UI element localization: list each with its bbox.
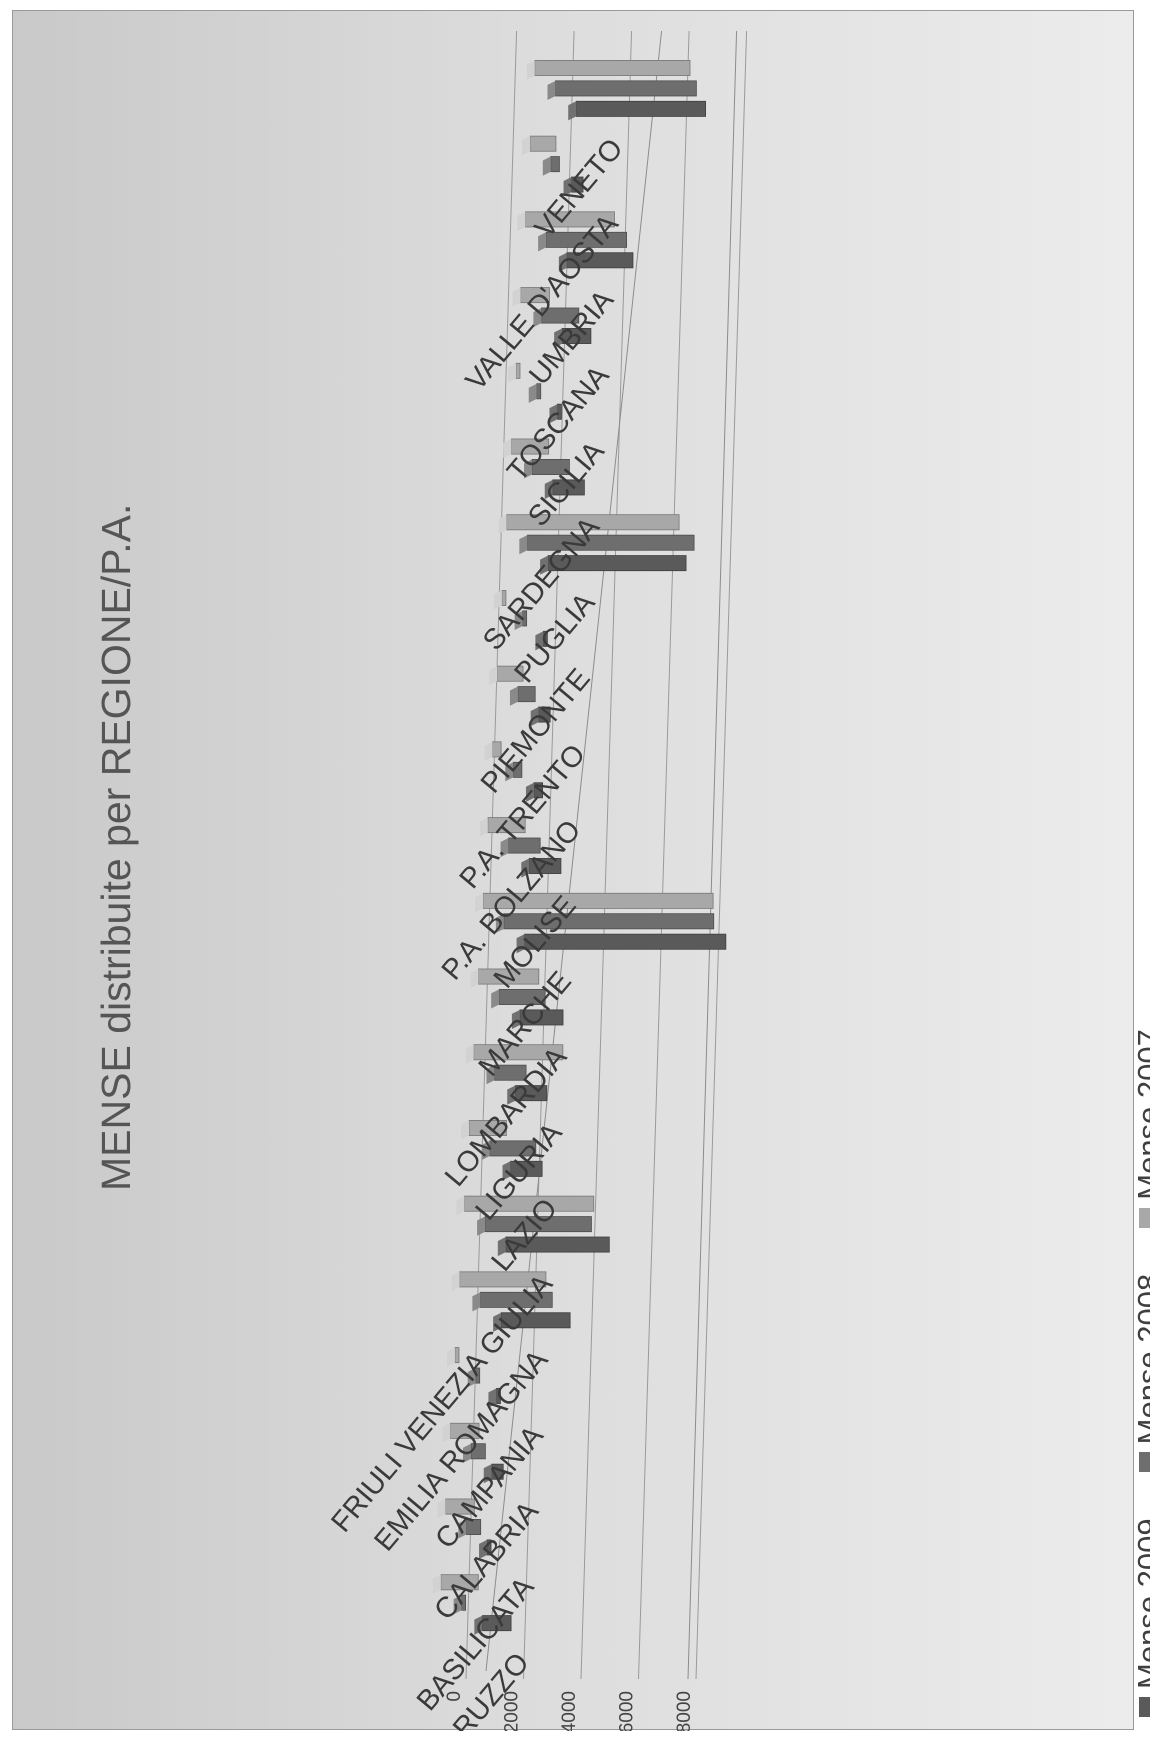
back-wall-edge [687, 30, 738, 1680]
bar-cap-10-1 [500, 837, 509, 858]
bar-veneto-mense-2009 [575, 100, 707, 117]
legend-item-2008: Mense 2008 [1131, 1274, 1150, 1473]
bar-veneto-mense-2008 [555, 80, 697, 97]
bar-cap-0-0 [474, 1615, 483, 1635]
bar-cap-6-2 [461, 1120, 470, 1140]
gridline-2 [580, 30, 633, 1680]
bar-cap-2-2 [442, 1423, 451, 1443]
bar-cap-17-2 [512, 287, 521, 307]
bar-cap-9-0 [516, 934, 525, 954]
bar-cap-0-2 [432, 1574, 441, 1594]
bar-cap-17-1 [533, 307, 542, 328]
bar-cap-13-1 [514, 610, 523, 630]
bar-cap-15-0 [544, 479, 553, 499]
bar-veneto-mense-2007 [534, 60, 691, 76]
gridline-0 [465, 30, 518, 1680]
bar-cap-20-1 [547, 80, 556, 100]
bar-valle-d-aosta-mense-2008 [550, 156, 560, 173]
bar-cap-12-2 [489, 666, 498, 686]
bar-cap-19-2 [522, 136, 531, 156]
bar-cap-5-2 [456, 1196, 465, 1216]
bar-cap-2-0 [483, 1464, 492, 1484]
bar-cap-2-1 [463, 1443, 472, 1463]
bar-cap-16-0 [549, 404, 558, 424]
bar-cap-1-1 [458, 1519, 467, 1539]
floor-edge [485, 30, 663, 1672]
bar-cap-9-2 [475, 893, 484, 913]
legend-swatch-2007 [1139, 1207, 1150, 1228]
bar-cap-1-2 [437, 1498, 446, 1519]
bar-cap-20-0 [568, 101, 577, 121]
bar-cap-10-0 [521, 858, 530, 878]
gridline-4 [695, 30, 748, 1680]
bar-cap-14-0 [540, 555, 549, 575]
bar-cap-6-0 [502, 1161, 511, 1181]
bar-cap-15-1 [524, 459, 533, 479]
chart-legend: Mense 2009 Mense 2008 Mense 2007 [1131, 983, 1150, 1717]
bar-cap-3-2 [446, 1347, 455, 1367]
y-tick-label-1: 2000 [502, 1691, 523, 1731]
bar-cap-9-1 [495, 913, 504, 933]
bar-cap-18-1 [538, 232, 547, 252]
bar-cap-7-0 [507, 1085, 516, 1105]
bar-cap-17-0 [554, 328, 563, 348]
bar-cap-18-0 [558, 252, 567, 272]
y-tick-label-0: 0 [444, 1691, 465, 1702]
bar-cap-12-1 [509, 686, 518, 706]
bar-cap-11-2 [484, 741, 493, 761]
bar-cap-8-2 [470, 968, 479, 989]
bar-cap-13-0 [535, 631, 544, 651]
bar-cap-0-1 [453, 1595, 462, 1615]
bar-cap-18-2 [517, 211, 526, 231]
bar-cap-8-1 [491, 989, 500, 1009]
legend-label-2009: Mense 2009 [1131, 1518, 1150, 1689]
bar-cap-13-2 [493, 590, 502, 610]
bar-cap-4-2 [451, 1271, 460, 1291]
bar-cap-14-1 [519, 535, 528, 555]
y-tick-label-4: 8000 [674, 1691, 695, 1731]
bar-cap-7-1 [486, 1065, 495, 1085]
bar-sicilia-mense-2007 [515, 362, 521, 379]
y-tick-label-3: 6000 [617, 1691, 638, 1731]
legend-item-2009: Mense 2009 [1131, 1518, 1150, 1717]
bar-cap-3-1 [467, 1367, 476, 1388]
bar-cap-6-1 [481, 1140, 490, 1160]
bar-cap-19-0 [563, 177, 572, 197]
bar-cap-19-1 [542, 156, 551, 176]
legend-label-2008: Mense 2008 [1131, 1273, 1150, 1445]
bar-cap-4-0 [493, 1312, 502, 1332]
bar-toscana-mense-2007 [520, 287, 550, 304]
bar-cap-20-2 [526, 60, 535, 80]
bar-cap-7-2 [465, 1044, 474, 1064]
bar-cap-11-0 [525, 782, 534, 802]
bar-cap-11-1 [505, 762, 514, 782]
y-tick-label-2: 4000 [559, 1691, 580, 1731]
legend-label-2007: Mense 2007 [1131, 1029, 1150, 1200]
bar-cap-5-0 [497, 1237, 506, 1257]
bar-cap-14-2 [498, 514, 507, 534]
bar-cap-10-2 [479, 817, 488, 837]
legend-swatch-2009 [1139, 1697, 1150, 1717]
bar-cap-16-2 [507, 363, 516, 383]
bar-chart: 0 2000 4000 6000 8000ABRUZZOBASILICATACALABR… [325, 30, 748, 1731]
bar-cap-16-1 [528, 383, 537, 403]
chart-frame: MENSE distribuite per REGIONE/P.A. 0 2000… [12, 10, 1150, 1731]
bar-cap-12-0 [530, 707, 539, 727]
legend-swatch-2008 [1139, 1452, 1150, 1473]
bar-cap-1-0 [479, 1539, 488, 1559]
bar-cap-4-1 [472, 1292, 481, 1312]
bar-cap-15-2 [503, 438, 512, 459]
gridline-1 [523, 30, 575, 1680]
bar-cap-3-0 [488, 1388, 497, 1408]
gridline-3 [638, 30, 690, 1680]
bar-p-a-trento-mense-2008 [517, 686, 536, 703]
bar-cap-8-0 [511, 1009, 520, 1029]
legend-item-2007: Mense 2007 [1131, 1029, 1150, 1228]
bar-cap-5-1 [477, 1216, 486, 1236]
bar-valle-d-aosta-mense-2007 [529, 135, 557, 152]
